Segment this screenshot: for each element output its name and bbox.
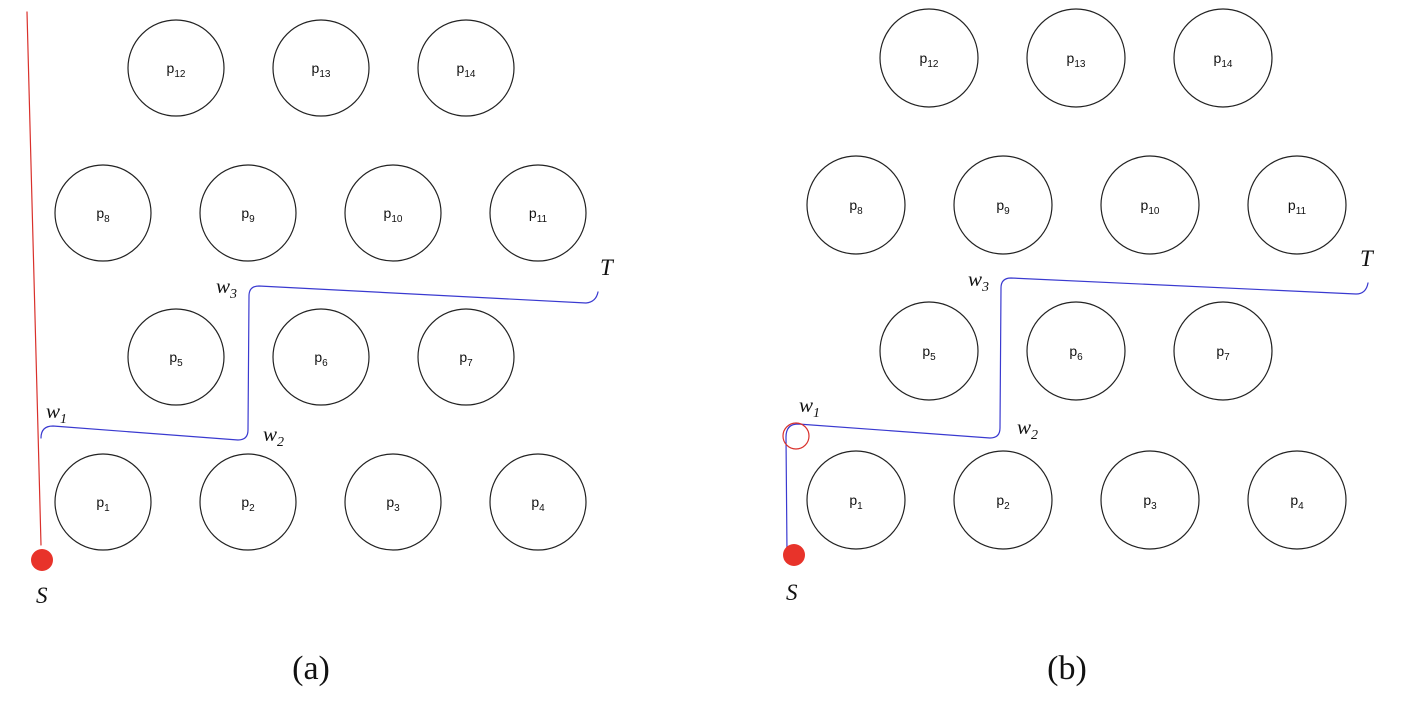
obstacle-label: p2 xyxy=(996,492,1010,512)
obstacle-circle xyxy=(199,164,297,262)
obstacle-label: p7 xyxy=(1216,343,1230,363)
obstacle-label: p12 xyxy=(167,60,186,80)
obstacle-label: p11 xyxy=(1288,197,1307,217)
panel-caption: (b) xyxy=(1047,650,1087,687)
start-label: S xyxy=(36,583,48,608)
obstacle-label: p12 xyxy=(920,50,939,70)
start-marker xyxy=(783,544,805,566)
panel-caption: (a) xyxy=(292,650,330,687)
obstacle-circle xyxy=(54,453,152,551)
obstacle-label: p3 xyxy=(386,494,400,514)
panel-a-obstacles xyxy=(54,19,587,551)
obstacle-circle xyxy=(1247,155,1347,255)
obstacle-label: p14 xyxy=(1214,50,1233,70)
obstacle-label: p13 xyxy=(1067,50,1086,70)
obstacle-label: p14 xyxy=(457,60,476,80)
obstacle-circle xyxy=(489,453,587,551)
obstacle-label: p5 xyxy=(169,349,183,369)
waypoint-label-w2: w2 xyxy=(1017,415,1038,443)
obstacle-circle xyxy=(127,308,225,406)
obstacle-circle xyxy=(1173,8,1273,108)
waypoint-label-w1: w1 xyxy=(799,393,820,421)
waypoint-label-w2: w2 xyxy=(263,422,284,450)
panel-b-obstacles xyxy=(806,8,1347,550)
obstacle-circle xyxy=(953,450,1053,550)
obstacle-label: p9 xyxy=(996,197,1010,217)
obstacle-circle xyxy=(344,453,442,551)
obstacle-label: p3 xyxy=(1143,492,1157,512)
panel-a-red-path xyxy=(26,11,42,546)
obstacle-circle xyxy=(199,453,297,551)
obstacle-label: p1 xyxy=(96,494,110,514)
obstacle-circle xyxy=(1247,450,1347,550)
obstacle-circle xyxy=(417,308,515,406)
obstacle-label: p7 xyxy=(459,349,473,369)
obstacle-label: p2 xyxy=(241,494,255,514)
obstacle-label: p4 xyxy=(531,494,545,514)
obstacle-label: p10 xyxy=(1141,197,1160,217)
obstacle-label: p8 xyxy=(849,197,863,217)
obstacle-circle xyxy=(54,164,152,262)
obstacle-label: p10 xyxy=(384,205,403,225)
obstacle-circle xyxy=(272,19,370,117)
obstacle-circle xyxy=(1173,301,1273,401)
waypoint-label-w3: w3 xyxy=(216,274,237,302)
obstacle-label: p11 xyxy=(529,205,548,225)
obstacle-label: p9 xyxy=(241,205,255,225)
obstacle-label: p4 xyxy=(1290,492,1304,512)
panel-b-obstacle-labels: p1 p2 p3 p4 p5 p6 p7 p8 p9 p10 p11 p12 p… xyxy=(849,50,1306,512)
target-label: T xyxy=(1360,246,1375,271)
obstacle-circle xyxy=(1100,450,1200,550)
target-label: T xyxy=(600,255,615,280)
obstacle-circle xyxy=(806,155,906,255)
obstacle-label: p6 xyxy=(314,349,328,369)
obstacle-circle xyxy=(344,164,442,262)
obstacle-circle xyxy=(1026,301,1126,401)
obstacle-circle xyxy=(489,164,587,262)
panel-b: p1 p2 p3 p4 p5 p6 p7 p8 p9 p10 p11 p12 p… xyxy=(782,8,1375,687)
obstacle-label: p6 xyxy=(1069,343,1083,363)
obstacle-circle xyxy=(417,19,515,117)
panel-a: p1 p2 p3 p4 p5 p6 p7 p8 p9 p10 p11 p12 p… xyxy=(26,11,615,687)
obstacle-circle xyxy=(879,8,979,108)
obstacle-label: p1 xyxy=(849,492,863,512)
obstacle-circle xyxy=(272,308,370,406)
waypoint-radius-circle xyxy=(782,422,810,450)
start-marker xyxy=(31,549,53,571)
obstacle-circle xyxy=(1100,155,1200,255)
obstacle-circle xyxy=(1026,8,1126,108)
waypoint-label-w1: w1 xyxy=(46,399,67,427)
obstacle-circle xyxy=(953,155,1053,255)
start-label: S xyxy=(786,580,798,605)
panel-a-obstacle-labels: p1 p2 p3 p4 p5 p6 p7 p8 p9 p10 p11 p12 p… xyxy=(96,60,547,514)
obstacle-circle xyxy=(879,301,979,401)
obstacle-label: p13 xyxy=(312,60,331,80)
obstacle-label: p5 xyxy=(922,343,936,363)
waypoint-label-w3: w3 xyxy=(968,267,989,295)
panel-a-blue-path xyxy=(40,285,599,441)
obstacle-circle xyxy=(806,450,906,550)
obstacle-label: p8 xyxy=(96,205,110,225)
obstacle-circle xyxy=(127,19,225,117)
panel-b-blue-path xyxy=(785,277,1369,554)
